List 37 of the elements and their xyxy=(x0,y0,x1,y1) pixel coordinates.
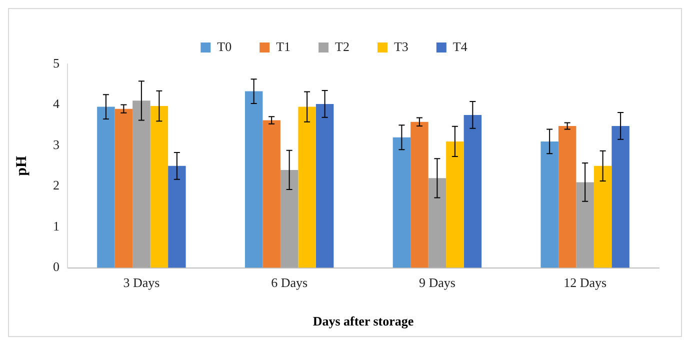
bar xyxy=(446,141,464,268)
bar xyxy=(558,126,576,268)
legend-label: T1 xyxy=(276,38,291,54)
y-tick-label: 0 xyxy=(53,259,60,274)
bar xyxy=(612,126,630,268)
y-tick-label: 1 xyxy=(53,218,60,234)
bar xyxy=(114,108,133,268)
bar xyxy=(594,166,612,268)
bar xyxy=(576,182,594,268)
legend-label: T0 xyxy=(217,38,232,54)
bar xyxy=(392,137,411,268)
legend-label: T4 xyxy=(452,38,468,54)
y-tick-label: 2 xyxy=(53,178,60,193)
bar xyxy=(410,122,428,268)
x-tick-label: 12 Days xyxy=(564,275,607,290)
y-tick-label: 5 xyxy=(53,55,60,70)
x-tick-label: 9 Days xyxy=(418,275,456,290)
bar xyxy=(464,114,482,268)
bar xyxy=(298,106,316,268)
legend-label: T2 xyxy=(335,38,350,54)
bar xyxy=(280,170,298,268)
bar xyxy=(316,104,334,268)
bar xyxy=(168,166,186,268)
x-tick-label: 6 Days xyxy=(271,275,308,290)
bar xyxy=(132,100,150,268)
x-axis-title: Days after storage xyxy=(312,314,414,329)
y-tick-label: 4 xyxy=(53,96,60,112)
bar xyxy=(97,106,115,268)
legend-label: T3 xyxy=(394,38,408,54)
bar xyxy=(150,106,168,268)
y-tick-label: 3 xyxy=(53,136,60,152)
bar xyxy=(262,120,280,268)
bar xyxy=(244,91,263,268)
x-tick-label: 3 Days xyxy=(123,275,160,290)
bar xyxy=(428,178,446,268)
bar xyxy=(540,141,558,268)
y-axis-title: pH xyxy=(14,156,30,176)
